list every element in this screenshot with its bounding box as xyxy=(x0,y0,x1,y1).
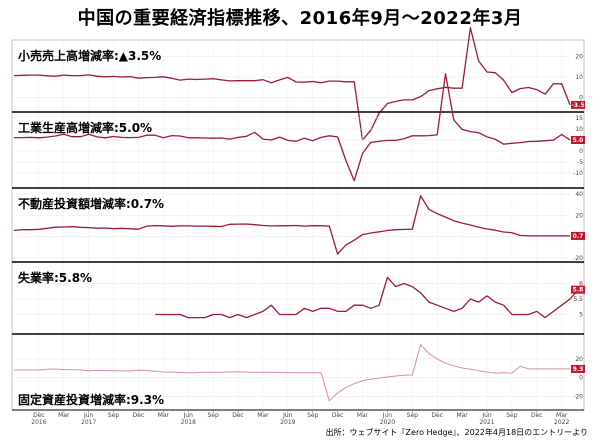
y-tick-label: 15 xyxy=(575,115,583,122)
last-value-badge xyxy=(571,231,585,240)
y-tick-label: 20 xyxy=(575,53,583,60)
x-tick-label: Dec xyxy=(332,412,344,419)
last-value-badge xyxy=(571,136,585,144)
x-tick-label: Sep xyxy=(407,412,419,419)
panel-label: 不動産投資額増減率:0.7% xyxy=(18,196,164,211)
y-tick-label: -5 xyxy=(577,159,583,166)
x-tick-label: Mar xyxy=(456,412,468,419)
y-tick-label: 0 xyxy=(579,375,583,382)
x-year-label: 2021 xyxy=(479,419,494,426)
x-tick-label: Jun xyxy=(83,412,94,419)
last-value-label: -3.5 xyxy=(571,102,584,109)
page-title: 中国の重要経済指標推移、2016年9月～2022年3月 xyxy=(77,8,523,29)
x-tick-label: Dec xyxy=(33,412,45,419)
y-tick-label: -20 xyxy=(573,394,583,401)
x-tick-label: Sep xyxy=(208,412,220,419)
y-tick-label: 0 xyxy=(579,95,583,102)
panel-label: 失業率:5.8% xyxy=(18,270,92,285)
series-line xyxy=(13,195,570,255)
last-value-label: 5.0 xyxy=(573,137,584,144)
y-tick-label: 0 xyxy=(579,148,583,155)
source-credit: 出所：ウェブサイト『Zero Hedge』、2022年4月18日のエントリーより xyxy=(325,428,588,437)
x-year-label: 2022 xyxy=(554,419,569,426)
y-tick-label: 10 xyxy=(575,126,583,133)
series-line xyxy=(13,27,571,141)
series-line xyxy=(14,73,571,182)
x-tick-label: Mar xyxy=(357,412,369,419)
x-year-label: 2020 xyxy=(380,419,395,426)
x-tick-label: Dec xyxy=(431,412,443,419)
y-tick-label: 20 xyxy=(575,212,583,219)
y-tick-label: 20 xyxy=(575,356,583,363)
x-year-label: 2018 xyxy=(181,419,196,426)
y-tick-label: 40 xyxy=(575,191,583,198)
last-value-label: 9.3 xyxy=(573,366,584,373)
x-year-label: 2017 xyxy=(81,419,96,426)
y-tick-label: 6 xyxy=(579,281,583,288)
last-value-badge xyxy=(571,364,585,373)
x-tick-label: Jun xyxy=(382,412,393,419)
last-value-badge xyxy=(571,285,585,294)
y-tick-label: -20 xyxy=(573,255,583,262)
x-tick-label: Mar xyxy=(158,412,170,419)
x-tick-label: Dec xyxy=(232,412,244,419)
x-tick-label: Sep xyxy=(108,412,120,419)
last-value-label: 0.7 xyxy=(573,233,584,240)
x-tick-label: Jun xyxy=(183,412,194,419)
last-value-label: 5.8 xyxy=(573,287,584,294)
x-tick-label: Dec xyxy=(133,412,145,419)
x-tick-label: Sep xyxy=(307,412,319,419)
panel-label: 小売売上高増減率:▲3.5% xyxy=(18,48,161,63)
series-line xyxy=(13,344,570,402)
y-tick-label: 5.5 xyxy=(573,296,583,303)
panel-label: 工業生産高増減率:5.0% xyxy=(18,120,152,135)
series-line xyxy=(155,276,579,319)
x-tick-label: Mar xyxy=(58,412,70,419)
x-tick-label: Mar xyxy=(257,412,269,419)
x-tick-label: Sep xyxy=(506,412,518,419)
y-tick-label: 10 xyxy=(575,74,583,81)
panel-label: 固定資産投資増減率:9.3% xyxy=(18,392,164,407)
x-year-label: 2019 xyxy=(280,419,295,426)
y-tick-label: 5 xyxy=(579,312,583,319)
x-tick-label: Mar xyxy=(556,412,568,419)
x-tick-label: Jun xyxy=(481,412,492,419)
x-tick-label: Dec xyxy=(531,412,543,419)
x-year-label: 2016 xyxy=(31,419,46,426)
y-tick-label: -10 xyxy=(573,170,583,177)
last-value-badge xyxy=(571,100,585,109)
x-tick-label: Jun xyxy=(282,412,293,419)
